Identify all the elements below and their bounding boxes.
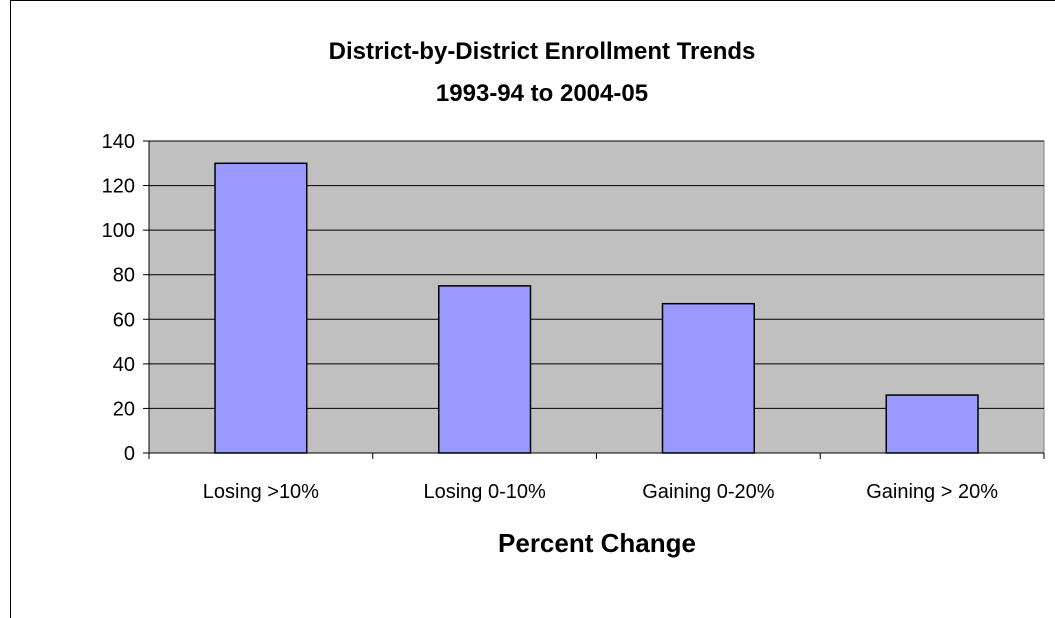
- y-tick-label: 40: [113, 354, 135, 376]
- chart-frame: [10, 0, 1055, 618]
- bar: [438, 285, 532, 454]
- y-tick-label: 60: [113, 309, 135, 331]
- bar: [214, 162, 308, 454]
- x-tick-label: Losing 0-10%: [423, 481, 546, 503]
- bar: [885, 394, 979, 454]
- bars: [214, 162, 979, 454]
- bar: [661, 302, 755, 454]
- y-tick-label: 0: [124, 443, 135, 465]
- chart-title: District-by-District Enrollment Trends: [329, 38, 756, 65]
- y-tick-label: 120: [102, 176, 135, 198]
- x-tick-label: Gaining 0-20%: [642, 481, 775, 503]
- x-tick-label: Gaining > 20%: [866, 481, 998, 503]
- x-tick-labels: Losing >10% Losing 0-10% Gaining 0-20% Gain…: [203, 481, 998, 503]
- axes: [143, 140, 1045, 459]
- y-tick-label: 140: [102, 131, 135, 153]
- chart-subtitle: 1993-94 to 2004-05: [436, 80, 648, 107]
- y-axis-label: Number of Districts: [33, 169, 63, 410]
- x-axis-label: Percent Change: [498, 528, 696, 558]
- y-tick-labels: 0 20 40 60 80 100 120 140: [102, 131, 135, 465]
- y-tick-label: 80: [113, 265, 135, 287]
- y-tick-label: 20: [113, 398, 135, 420]
- x-tick-label: Losing >10%: [203, 481, 319, 503]
- y-tick-label: 100: [102, 220, 135, 242]
